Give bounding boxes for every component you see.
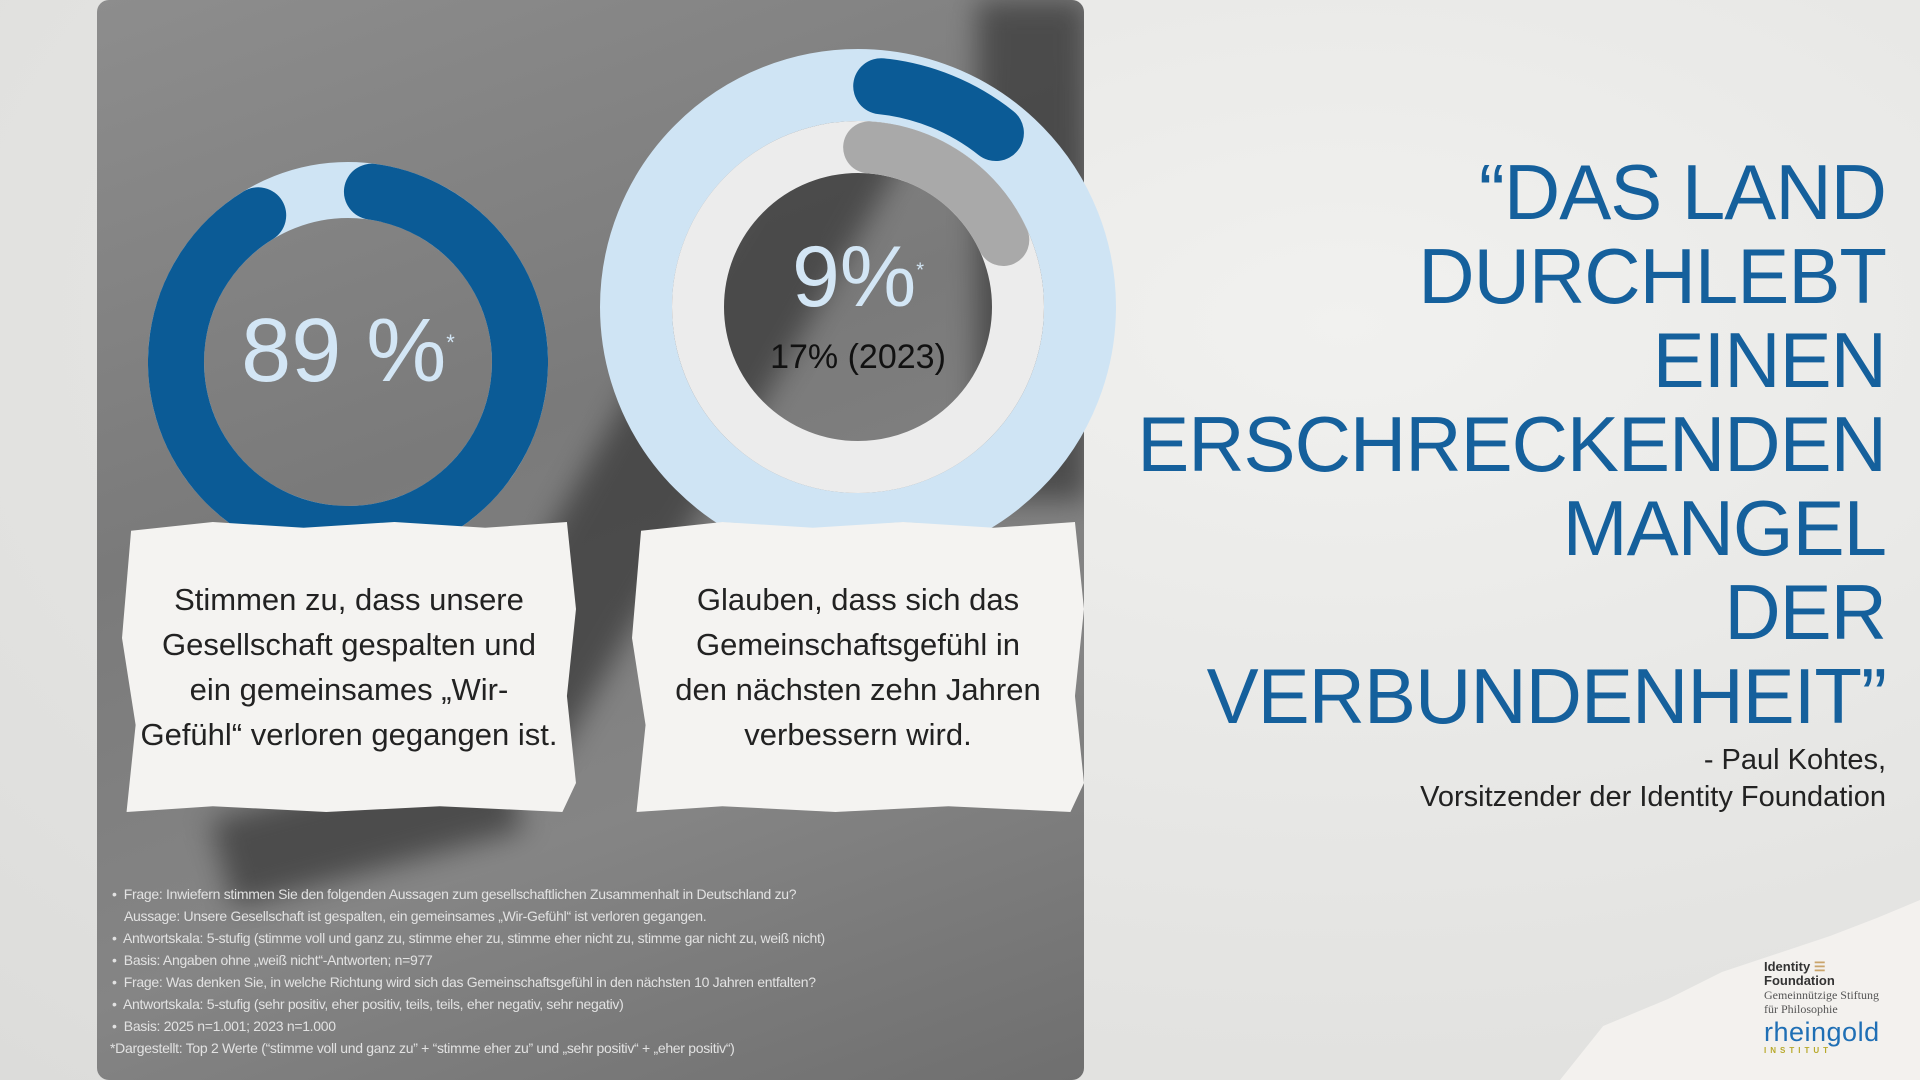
donut1-label: 89 % [241,301,447,401]
menu-lines-icon: ☰ [1813,959,1826,974]
footnote: • Basis: 2025 n=1.001; 2023 n=1.000 [112,1018,336,1034]
footnotes: • Frage: Inwiefern stimmen Sie den folge… [110,883,825,1059]
quote-line: “DAS LAND [1478,148,1887,236]
quote-line: VERBUNDENHEIT” [1206,652,1887,740]
logo-text: rheingold [1764,1017,1880,1047]
quote-line: EINEN [1652,316,1887,404]
quote-line: ERSCHRECKENDEN [1137,400,1887,488]
footnote: • Antwortskala: 5-stufig (sehr positiv, … [112,996,624,1012]
logo-subtext: für Philosophie [1764,1002,1838,1016]
donut2-description-card: Glauben, dass sich das Gemeinschaftsgefü… [632,522,1084,812]
footnote: *Dargestellt: Top 2 Werte (“stimme voll … [110,1040,735,1056]
logo-subtext: Gemeinnützige Stiftung [1764,988,1879,1002]
quote: “DAS LAND DURCHLEBT EINEN ERSCHRECKENDEN… [1137,148,1887,740]
quote-line: DER [1724,568,1887,656]
quote-author: - Paul Kohtes, [1703,744,1886,776]
donut-value-arc [608,57,1108,557]
footnote: • Frage: Inwiefern stimmen Sie den folge… [112,886,797,902]
asterisk: * [916,259,925,282]
donut1-description-card: Stimmen zu, dass unsere Gesellschaft ges… [122,522,576,812]
logo-text: Identity [1764,959,1811,974]
footnote: Aussage: Unsere Gesellschaft ist gespalt… [124,908,707,924]
logo-text: Foundation [1764,973,1835,988]
footnote: • Basis: Angaben ohne „weiß nicht“-Antwo… [112,952,433,968]
logo-subtext: INSTITUT [1764,1046,1832,1055]
footnote: • Antwortskala: 5-stufig (stimme voll un… [112,930,825,946]
quote-line: MANGEL [1562,484,1887,572]
donut2-label: 9% [791,229,917,325]
quote-attribution: - Paul Kohtes, Vorsitzender der Identity… [1420,742,1886,816]
quote-author-role: Vorsitzender der Identity Foundation [1420,781,1886,813]
asterisk: * [446,330,455,355]
donut1-value: 89 %* [198,300,498,403]
footnote: • Frage: Was denken Sie, in welche Richt… [112,974,816,990]
identity-foundation-logo: Identity ☰ Foundation Gemeinnützige Stif… [1764,959,1879,1017]
quote-line: DURCHLEBT [1418,232,1887,320]
donut1-description: Stimmen zu, dass unsere Gesellschaft ges… [140,582,558,752]
donut2-value: 9%* [708,228,1008,327]
donut-previous-arc [672,121,1044,493]
donut2-description: Glauben, dass sich das Gemeinschaftsgefü… [675,582,1041,752]
rheingold-logo: rheingold INSTITUT [1764,1018,1880,1055]
donut2-previous-label: 17% (2023) [770,338,946,376]
